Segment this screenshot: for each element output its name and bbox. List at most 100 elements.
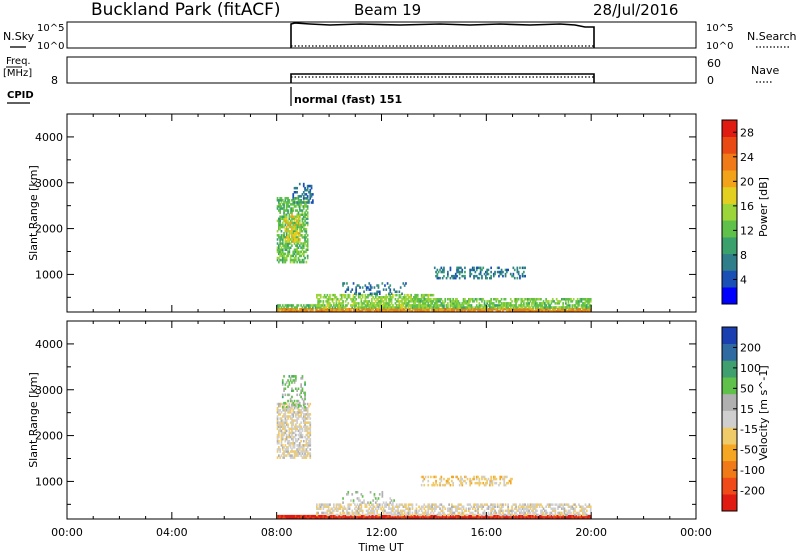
velocity-cell xyxy=(415,511,418,515)
power-cell xyxy=(452,298,454,301)
velocity-cell xyxy=(343,511,346,515)
power-cell xyxy=(283,244,285,247)
velocity-cell xyxy=(468,509,470,513)
power-cell xyxy=(280,207,283,210)
velocity-cell xyxy=(498,483,500,487)
velocity-cell xyxy=(418,509,420,513)
power-cell xyxy=(350,307,352,311)
velocity-cell xyxy=(458,479,461,483)
power-cell xyxy=(550,302,553,305)
power-cell xyxy=(407,307,410,311)
velocity-cell xyxy=(289,397,292,401)
velocity-cell xyxy=(278,425,280,428)
power-cell xyxy=(401,306,403,309)
velocity-cell xyxy=(295,423,297,426)
velocity-cell xyxy=(309,425,312,428)
velocity-cell xyxy=(297,411,300,414)
power-cell xyxy=(317,298,319,301)
power-cell xyxy=(302,221,305,225)
velocity-cell xyxy=(567,511,570,515)
power-cell xyxy=(293,250,296,254)
power-cell xyxy=(403,307,406,311)
power-cell xyxy=(288,213,291,216)
power-cell xyxy=(517,298,520,301)
power-cell xyxy=(305,205,308,208)
power-cell xyxy=(298,207,301,210)
power-cell xyxy=(365,288,368,291)
power-cell xyxy=(443,309,445,313)
power-cell xyxy=(326,304,329,307)
velocity-cell xyxy=(281,406,284,409)
power-cell xyxy=(280,223,283,227)
power-cell xyxy=(451,274,453,278)
velocity-cell xyxy=(513,516,516,520)
power-cell xyxy=(578,304,580,307)
velocity-cell xyxy=(313,516,316,520)
velocity-cell xyxy=(304,452,306,455)
power-cell xyxy=(582,306,584,309)
power-cell xyxy=(392,307,394,311)
power-y-tick-label: 4000 xyxy=(35,131,63,144)
power-cell xyxy=(422,309,424,313)
power-cell xyxy=(302,184,305,188)
power-cell xyxy=(281,248,284,251)
power-cell xyxy=(492,274,495,278)
velocity-cell xyxy=(364,513,367,517)
power-cell xyxy=(403,293,406,297)
velocity-cell xyxy=(295,427,297,431)
power-cell xyxy=(508,309,511,313)
power-cell xyxy=(288,307,291,311)
velocity-cell xyxy=(407,516,410,520)
power-cell xyxy=(415,293,418,297)
velocity-cell xyxy=(284,439,287,443)
power-cell xyxy=(339,309,342,313)
power-cell xyxy=(298,230,301,233)
power-cell xyxy=(291,225,293,229)
velocity-cell xyxy=(482,516,485,520)
power-cell xyxy=(490,300,492,303)
power-cell xyxy=(284,227,287,231)
velocity-cell xyxy=(499,509,502,513)
power-cell xyxy=(292,215,295,218)
velocity-cell xyxy=(495,511,498,515)
velocity-cell xyxy=(291,389,293,392)
power-cell xyxy=(293,221,296,225)
power-cell xyxy=(292,250,295,254)
power-cell xyxy=(302,250,305,254)
velocity-cell xyxy=(481,514,483,518)
velocity-cell xyxy=(292,437,295,441)
power-cell xyxy=(537,298,540,301)
power-cell xyxy=(567,300,570,303)
velocity-cell xyxy=(331,511,334,515)
velocity-cell xyxy=(504,516,507,520)
velocity-cell xyxy=(561,513,563,517)
power-cell xyxy=(301,258,304,262)
velocity-cell xyxy=(555,514,558,518)
power-cell xyxy=(301,236,304,239)
velocity-cell xyxy=(287,406,289,410)
velocity-cell xyxy=(298,411,301,414)
power-cell xyxy=(502,309,504,313)
velocity-cell xyxy=(297,454,300,457)
velocity-cell xyxy=(523,516,525,520)
power-colorbar-tick-label: 4 xyxy=(740,273,747,286)
power-cell xyxy=(295,254,297,258)
velocity-cell xyxy=(565,516,567,520)
power-cell xyxy=(475,304,478,307)
velocity-cell xyxy=(381,509,384,513)
velocity-cell xyxy=(280,419,283,422)
velocity-cell xyxy=(280,514,283,518)
power-cell xyxy=(414,296,416,299)
velocity-cell xyxy=(433,507,436,510)
velocity-cell xyxy=(585,509,588,513)
power-cell xyxy=(534,309,537,313)
velocity-cell xyxy=(473,505,475,508)
velocity-cell xyxy=(584,503,587,506)
power-cell xyxy=(414,293,416,297)
velocity-cell xyxy=(471,513,474,517)
power-cell xyxy=(546,306,549,309)
power-cell xyxy=(284,230,287,233)
velocity-cell xyxy=(316,505,318,508)
velocity-cell xyxy=(359,507,361,510)
